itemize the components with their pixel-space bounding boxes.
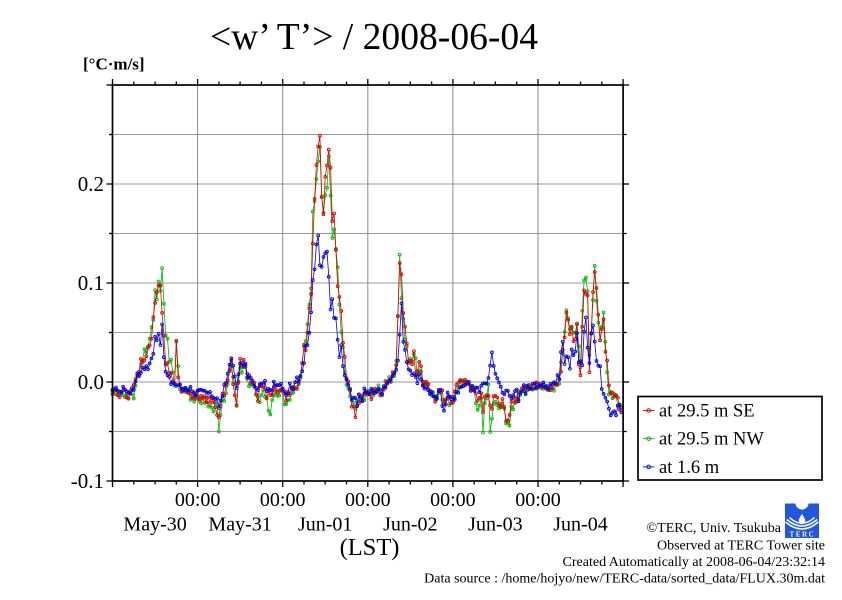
svg-text:May-30: May-30 bbox=[123, 514, 186, 536]
svg-text:©TERC, Univ. Tsukuba: ©TERC, Univ. Tsukuba bbox=[647, 521, 782, 536]
svg-text:at 1.6 m: at 1.6 m bbox=[659, 458, 720, 478]
svg-text:Created Automatically at 2008-: Created Automatically at 2008-06-04/23:3… bbox=[563, 555, 825, 570]
svg-text:-0.1: -0.1 bbox=[71, 469, 104, 493]
svg-text:Jun-02: Jun-02 bbox=[383, 514, 437, 536]
svg-text:(LST): (LST) bbox=[340, 534, 400, 561]
svg-text:00:00: 00:00 bbox=[515, 489, 561, 511]
svg-text:0.2: 0.2 bbox=[78, 172, 104, 196]
svg-text:at 29.5 m SE: at 29.5 m SE bbox=[659, 402, 755, 422]
svg-text:<w’ T’> / 2008-06-04: <w’ T’> / 2008-06-04 bbox=[210, 17, 538, 58]
svg-text:00:00: 00:00 bbox=[345, 489, 391, 511]
svg-text:[°C·m/s]: [°C·m/s] bbox=[83, 55, 145, 74]
svg-text:00:00: 00:00 bbox=[260, 489, 306, 511]
svg-text:Data source : /home/hojyo/new/: Data source : /home/hojyo/new/TERC-data/… bbox=[424, 572, 825, 587]
svg-text:0.1: 0.1 bbox=[78, 271, 104, 295]
svg-text:TERC: TERC bbox=[789, 531, 815, 539]
svg-text:Observed at TERC Tower site: Observed at TERC Tower site bbox=[657, 539, 825, 554]
svg-text:Jun-01: Jun-01 bbox=[298, 514, 352, 536]
svg-text:May-31: May-31 bbox=[208, 514, 271, 536]
svg-text:at 29.5 m NW: at 29.5 m NW bbox=[659, 430, 764, 450]
svg-text:0.0: 0.0 bbox=[78, 370, 104, 394]
svg-text:00:00: 00:00 bbox=[175, 489, 221, 511]
svg-text:Jun-04: Jun-04 bbox=[553, 514, 607, 536]
svg-text:00:00: 00:00 bbox=[430, 489, 476, 511]
svg-text:Jun-03: Jun-03 bbox=[468, 514, 522, 536]
